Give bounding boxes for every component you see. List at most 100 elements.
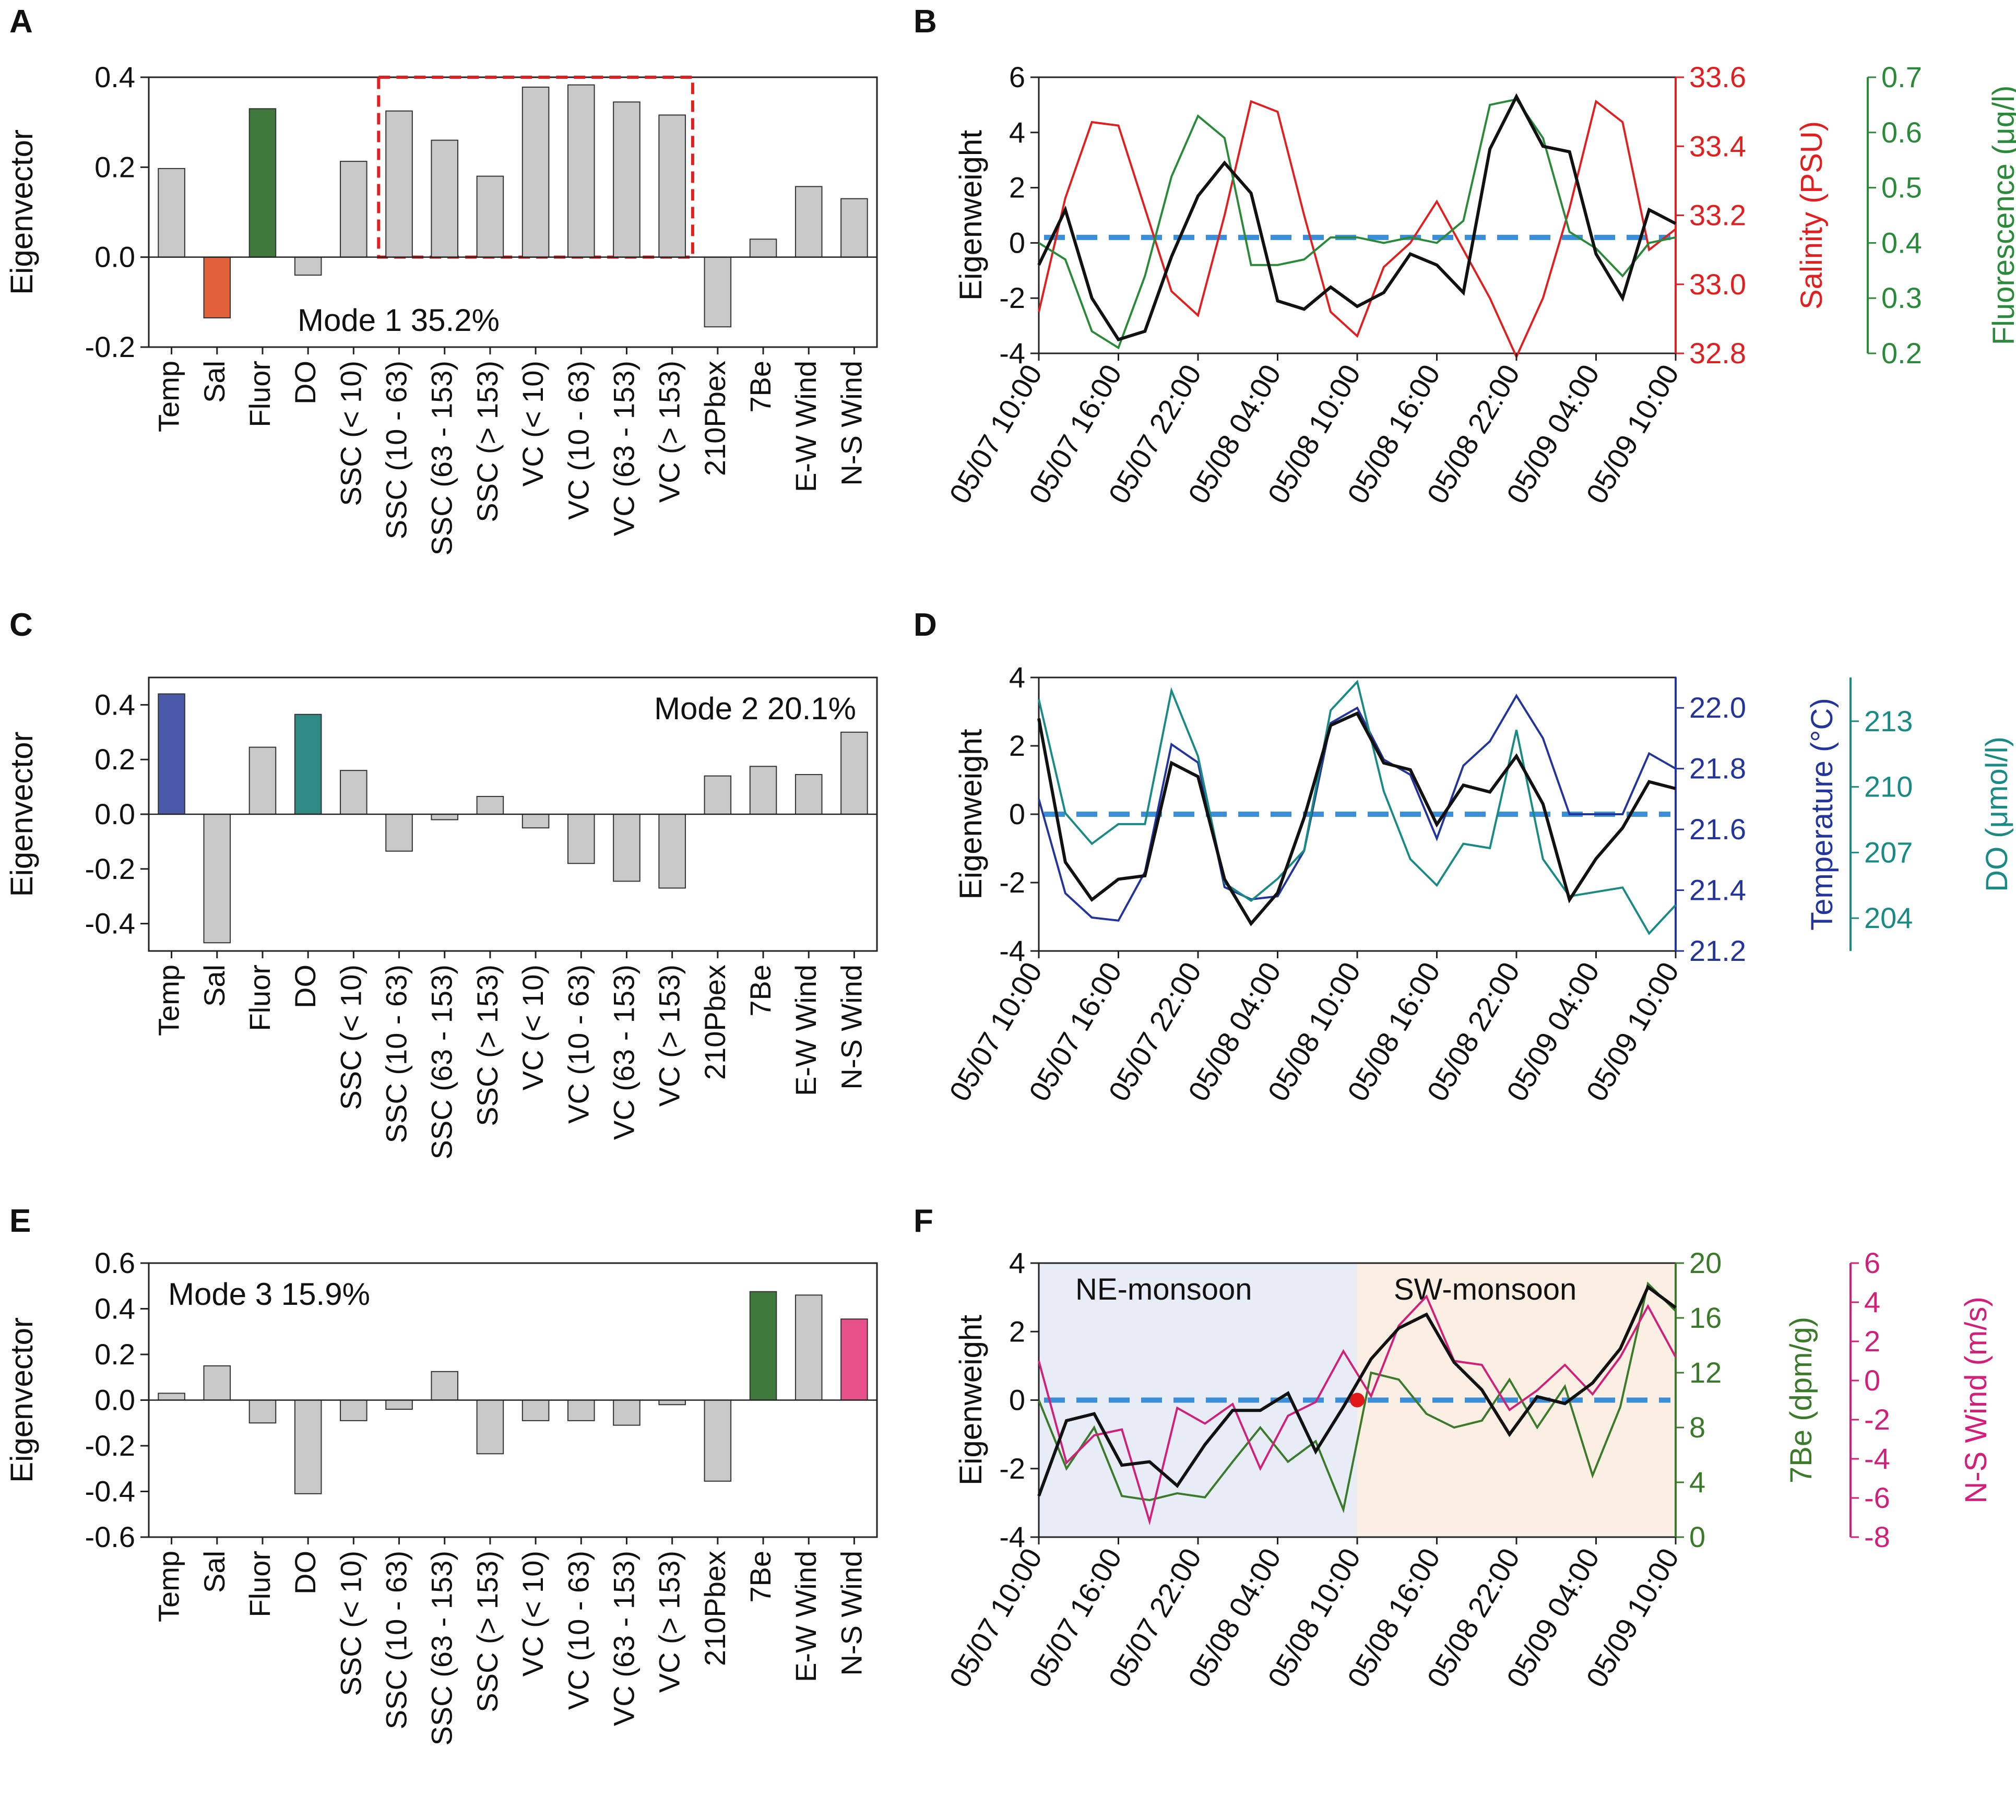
bar-2 [203,256,231,318]
chart-d-mode2-eigenweight: 21.221.421.621.822.0 Temperature (°C) 2042… [943,661,2014,1107]
bar-13 [704,256,732,328]
y-tick-label: 0.6 [94,1246,135,1279]
bar-14 [749,766,777,815]
bar-8 [476,1399,504,1455]
y-tick-label: 0.2 [94,150,135,183]
bar-15 [794,774,823,815]
y-tick-label: 0 [1009,226,1025,259]
x-tick-label: SSC (63 - 153) [425,1551,458,1746]
x-tick-label: SSC (< 10) [334,361,367,506]
x-tick-label: Fluor [243,965,276,1031]
right-tick-label: 207 [1864,836,1913,869]
x-tick-label: VC (10 - 63) [562,1551,595,1710]
x-tick-label: Temp [152,965,185,1036]
bar-14 [749,239,777,258]
chart-c-mode2-eigenvector: Temp Sal Fluor DO SSC (< 10) SSC (10 - 63) SSC… [4,676,878,1160]
right-tick-label: 20 [1689,1246,1722,1279]
right-tick-label: 8 [1689,1411,1705,1444]
x-tick-label: 210Pbex [698,965,731,1080]
series-line-fluorescence [1038,98,1676,350]
bar-10 [567,814,595,864]
right-tick-label: 0.4 [1881,226,1922,259]
bar-16 [840,198,868,258]
x-tick-label: SSC (10 - 63) [380,361,413,539]
right-tick-label: 32.8 [1689,337,1746,370]
y-tick-label: -4 [999,934,1025,967]
x-tick-label: Temp [152,361,185,432]
plot-frame [1038,76,1677,354]
right-tick-label: 204 [1864,901,1913,934]
bar-5 [340,161,367,258]
y-tick-label: 0.2 [94,1338,135,1371]
bar-15 [794,1294,823,1401]
right-tick-label: 12 [1689,1356,1722,1389]
y-tick-label: 2 [1009,171,1025,204]
x-tick-label: VC (< 10) [516,1551,549,1676]
right-tick-label: -8 [1864,1520,1890,1553]
bar-3 [248,746,277,815]
right-tick-label: 213 [1864,705,1913,737]
transition-marker [1350,1393,1365,1408]
x-tick-label: Sal [198,361,231,403]
panel-label-a: A [9,4,33,40]
mode-title: Mode 1 35.2% [298,303,500,338]
y-tick-label: 2 [1009,729,1025,762]
y-tick-label: 0 [1009,1384,1025,1417]
panel-label-f: F [914,1203,933,1239]
right-tick-label: 4 [1689,1466,1705,1498]
bar-2 [203,1365,231,1401]
x-tick-label: VC (63 - 153) [607,361,640,536]
bar-5 [340,770,367,815]
x-tick-label: N-S Wind [835,361,868,486]
y-tick-label: -2 [999,1452,1025,1485]
bar-11 [613,814,641,882]
y-axis-label: Eigenvector [4,732,39,897]
panel-labels: A B C D E F [9,4,937,1239]
bar-12 [658,114,686,258]
bar-10 [567,1399,595,1421]
x-tick-label: SSC (> 153) [471,965,504,1126]
right-tick-label: 22.0 [1689,691,1746,724]
eigenweight-line [1037,1284,1677,1497]
y-tick-label: 0.0 [94,798,135,830]
y-tick-label: 0.4 [94,688,135,721]
x-tick-label: SSC (> 153) [471,1551,504,1712]
right-tick-label: 0.7 [1881,61,1922,93]
right-tick-label: 21.2 [1689,934,1746,967]
y-axis-label: Eigenvector [4,129,39,295]
right-tick-label: -6 [1864,1481,1890,1514]
bar-7 [431,139,459,258]
right-tick-label: 6 [1864,1246,1880,1279]
y-tick-label: -4 [999,337,1025,370]
y-axis-label: Eigenvector [4,1317,39,1483]
right-axis-label: Fluorescence (μg/l) [1987,86,2016,346]
chart-b-mode1-eigenweight: 32.8 33.0 33.2 33.4 33.6 Salinity (PSU) 0.2 0.3… [943,61,2016,509]
x-tick-label: SSC (< 10) [334,1551,367,1696]
right-tick-label: 33.6 [1689,61,1746,93]
x-tick-label: Fluor [243,1551,276,1617]
y-tick-label: 0 [1009,798,1025,830]
x-tick-label: SSC (10 - 63) [380,1551,413,1729]
bar-15 [794,186,823,258]
highlight-box [377,76,694,259]
x-tick-label: E-W Wind [789,1551,822,1682]
x-tick-label: VC (63 - 153) [607,1551,640,1726]
eigenweight-line [1037,93,1677,342]
y-tick-label: 0.0 [94,241,135,273]
x-tick-label: VC (> 153) [653,1551,686,1693]
bar-16 [840,731,868,815]
y-tick-label: 0.4 [94,1292,135,1325]
x-tick-label: N-S Wind [835,965,868,1090]
y-tick-label: 4 [1009,116,1025,149]
x-tick-label: SSC (63 - 153) [425,965,458,1160]
right-tick-label: 16 [1689,1301,1722,1334]
panel-label-c: C [9,607,33,643]
x-tick-label: 210Pbex [698,1551,731,1666]
panel-label-d: D [914,607,937,643]
bar-14 [749,1291,777,1401]
y-axis-label: Eigenweight [953,1315,988,1485]
x-tick-label: VC (> 153) [653,965,686,1107]
y-tick-label: 0.4 [94,61,135,93]
bar-3 [248,108,277,258]
x-tick-label: VC (> 153) [653,361,686,503]
